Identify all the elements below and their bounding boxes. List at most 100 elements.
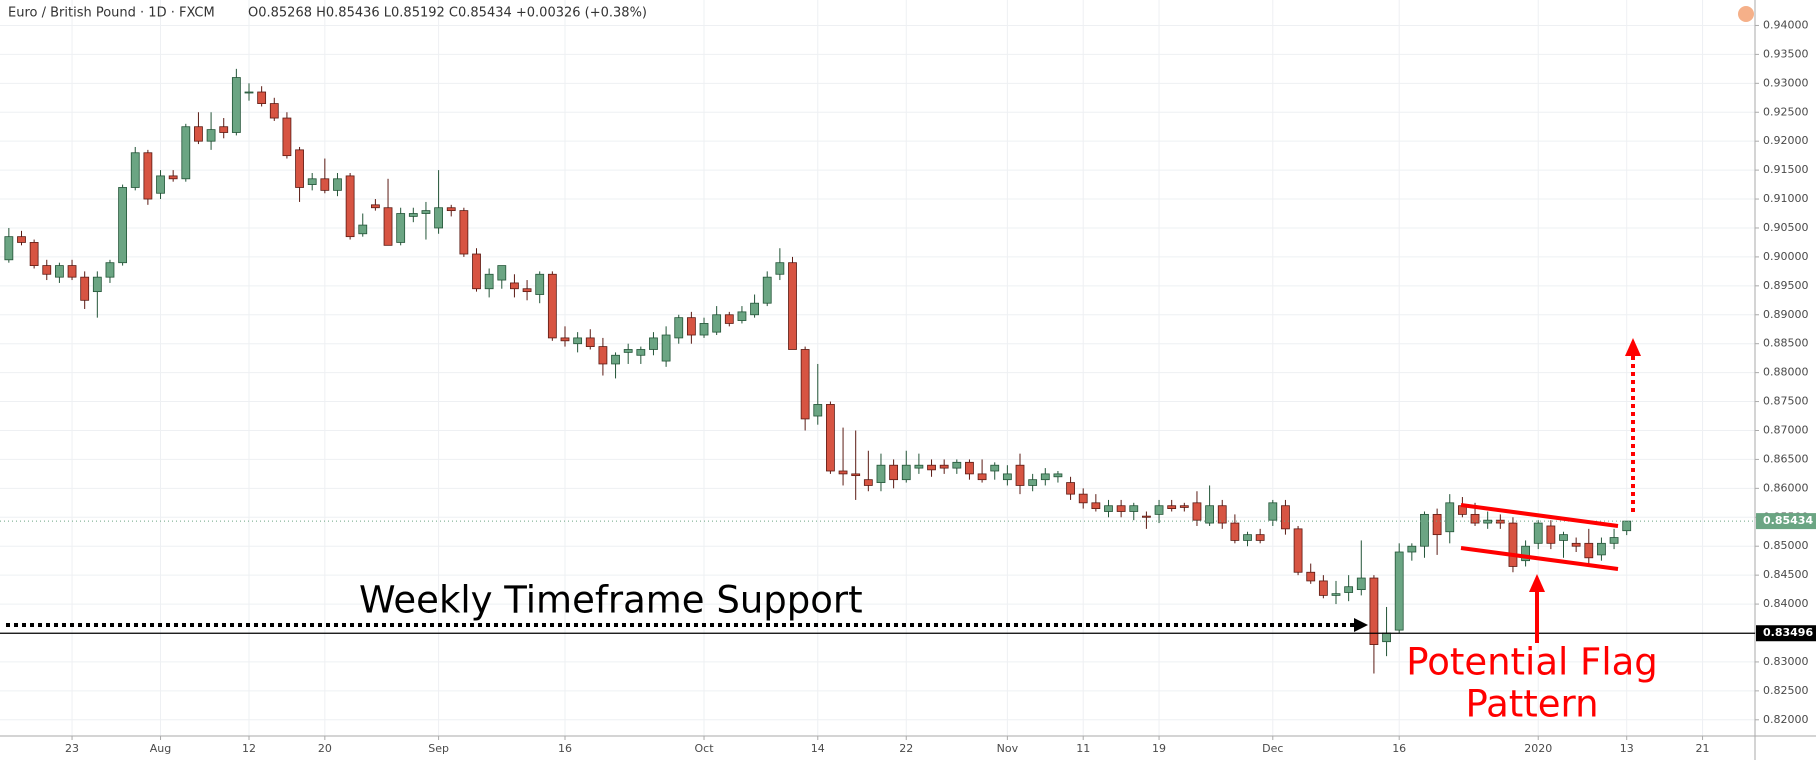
candle-body [67, 265, 77, 278]
candle-body [484, 273, 494, 290]
y-tick-label: 0.92500 [1763, 105, 1809, 118]
flag-line [1460, 546, 1619, 571]
x-tick-label: Oct [695, 742, 715, 755]
candle-body [396, 213, 406, 243]
candle-body [219, 126, 229, 133]
candle-body [269, 103, 279, 119]
candle-body [295, 149, 304, 188]
candle-body [560, 337, 570, 342]
candle-body [1154, 505, 1164, 515]
candle-body [1546, 525, 1556, 544]
candle-body [1040, 473, 1050, 481]
candle-body [333, 178, 342, 191]
y-tick-label: 0.85000 [1763, 539, 1809, 552]
y-tick-label: 0.88000 [1763, 366, 1809, 379]
x-tick-label: 12 [242, 742, 256, 755]
candle-body [1268, 502, 1278, 521]
x-tick-label: 21 [1696, 742, 1710, 755]
candle-body [1356, 577, 1366, 591]
support-label: 0.83496 [1763, 626, 1813, 639]
candle-body [421, 210, 431, 214]
candle-body [1281, 505, 1290, 530]
y-tick-label: 0.84500 [1763, 568, 1809, 581]
candle-body [547, 273, 557, 339]
y-tick-label: 0.89500 [1763, 279, 1809, 292]
x-tick-label: 16 [1392, 742, 1406, 755]
candle-body [1116, 505, 1126, 512]
candle-body [42, 265, 52, 275]
x-tick-label: 13 [1620, 742, 1634, 755]
candle-body [1382, 632, 1391, 643]
candle-body [1622, 520, 1632, 532]
x-tick-label: 14 [811, 742, 825, 755]
x-tick-label: 20 [318, 742, 332, 755]
candle-body [1609, 537, 1619, 544]
candle-body [1053, 473, 1063, 478]
y-tick-label: 0.91500 [1763, 163, 1809, 176]
candle-body [952, 461, 962, 469]
candle-body [1167, 505, 1177, 510]
candle-body [1306, 571, 1316, 582]
candle-body [901, 464, 911, 481]
candle-body [1205, 505, 1215, 524]
arrow-head [1625, 338, 1641, 356]
candle-body [156, 175, 165, 194]
candle-body [813, 404, 823, 417]
candle-body [1015, 464, 1025, 486]
candle-body [876, 464, 886, 483]
candle-body [1495, 519, 1505, 524]
candle-body [1192, 502, 1202, 521]
x-tick-label: Aug [150, 742, 171, 755]
arrow-head [1529, 574, 1545, 592]
candle-body [446, 207, 456, 212]
candle-body [194, 126, 203, 142]
candle-body [1002, 473, 1012, 481]
candle-body [863, 479, 873, 486]
candle-body [1142, 515, 1151, 518]
candle-body [914, 464, 924, 469]
candle-body [105, 262, 115, 278]
y-tick-label: 0.89000 [1763, 308, 1809, 321]
candle-body [1344, 586, 1354, 593]
candle-body [4, 236, 14, 261]
y-tick-label: 0.92000 [1763, 134, 1809, 147]
candle-body [282, 117, 292, 157]
candle-body [712, 314, 722, 333]
candle-body [826, 404, 835, 472]
candle-body [1394, 551, 1404, 631]
chart-title: Euro / British Pound · 1D · FXCM [8, 6, 215, 21]
candle-body [130, 152, 140, 188]
candle-body [1179, 505, 1189, 508]
y-tick-label: 0.87500 [1763, 395, 1809, 408]
candle-body [724, 314, 734, 324]
candle-body [939, 464, 949, 469]
candle-body [965, 461, 974, 475]
candle-body [1521, 545, 1530, 562]
candle-body [1432, 513, 1442, 536]
y-tick-label: 0.93000 [1763, 76, 1809, 89]
candle-body [636, 349, 646, 356]
x-tick-label: 2020 [1524, 742, 1552, 755]
y-tick-label: 0.87000 [1763, 423, 1809, 436]
arrow-head [1354, 618, 1368, 632]
candle-body [1445, 502, 1455, 533]
candle-body [1470, 513, 1480, 524]
annotation: Potential Flag [1406, 641, 1658, 684]
candle-body [434, 207, 443, 229]
last-price-label: 0.85434 [1763, 514, 1813, 527]
candle-body [990, 464, 1000, 472]
candle-body [1369, 577, 1379, 645]
candle-body [168, 175, 178, 180]
candle-body [497, 265, 507, 281]
candle-body [1078, 493, 1088, 504]
support-label-box [1756, 625, 1816, 642]
candle-body [345, 175, 355, 238]
candle-body [181, 126, 191, 180]
candle-body [143, 152, 153, 200]
y-tick-label: 0.90500 [1763, 221, 1809, 234]
candle-body [1230, 522, 1240, 541]
candle-body [1028, 479, 1038, 486]
candle-body [1597, 542, 1606, 556]
candle-body [1091, 502, 1101, 510]
candle-body [307, 178, 317, 185]
